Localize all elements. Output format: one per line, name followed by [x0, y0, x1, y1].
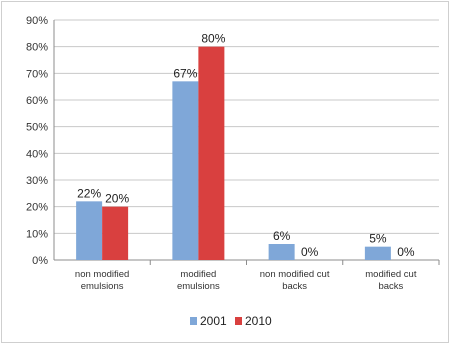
- y-tick-label: 10%: [26, 228, 48, 240]
- x-axis-categories: non modifiedemulsionsmodifiedemulsionsno…: [75, 269, 417, 292]
- data-label: 22%: [77, 186, 101, 200]
- bar-2001: [76, 201, 103, 260]
- legend-label-2010: 2010: [245, 314, 272, 328]
- x-category-label: backs: [378, 281, 403, 292]
- x-category-label: modified cut: [365, 269, 417, 280]
- y-tick-label: 90%: [26, 15, 48, 27]
- x-category-label: non modified: [75, 269, 129, 280]
- y-tick-label: 60%: [26, 95, 48, 107]
- y-tick-label: 40%: [26, 148, 48, 160]
- y-tick-label: 80%: [26, 42, 48, 54]
- bar-chart: 0% 10% 20% 30% 40% 50% 60% 70% 80% 90% 22% 20% 67% 8…: [26, 15, 440, 328]
- bar-2001: [172, 81, 199, 260]
- x-category-label: emulsions: [177, 281, 220, 292]
- bar-2001: [268, 244, 295, 260]
- x-category-label: backs: [282, 281, 307, 292]
- y-tick-label: 20%: [26, 202, 48, 214]
- legend-label-2001: 2001: [200, 314, 227, 328]
- y-tick-label: 70%: [26, 68, 48, 80]
- bars: [76, 46, 391, 260]
- legend: 2001 2010: [190, 314, 272, 328]
- y-tick-label: 30%: [26, 175, 48, 187]
- bar-2010: [198, 46, 225, 260]
- data-label: 6%: [273, 229, 291, 243]
- y-axis-ticks: 0% 10% 20% 30% 40% 50% 60% 70% 80% 90%: [26, 15, 48, 267]
- legend-swatch-2001: [190, 317, 197, 325]
- x-category-label: non modified cut: [260, 269, 330, 280]
- legend-swatch-2010: [235, 317, 242, 325]
- x-category-label: modified: [180, 269, 216, 280]
- data-label: 5%: [369, 232, 387, 246]
- x-category-label: emulsions: [81, 281, 124, 292]
- data-label: 0%: [301, 245, 319, 259]
- bar-2001: [364, 246, 391, 260]
- data-label: 67%: [173, 66, 197, 80]
- bar-2010: [102, 206, 129, 260]
- data-label: 80%: [201, 32, 225, 46]
- y-tick-label: 50%: [26, 122, 48, 134]
- data-label: 20%: [105, 192, 129, 206]
- data-labels: 22% 20% 67% 80% 6% 0% 5% 0%: [77, 32, 415, 259]
- chart-frame: 0% 10% 20% 30% 40% 50% 60% 70% 80% 90% 22% 20% 67% 8…: [1, 1, 449, 343]
- y-tick-label: 0%: [32, 255, 48, 267]
- data-label: 0%: [397, 245, 415, 259]
